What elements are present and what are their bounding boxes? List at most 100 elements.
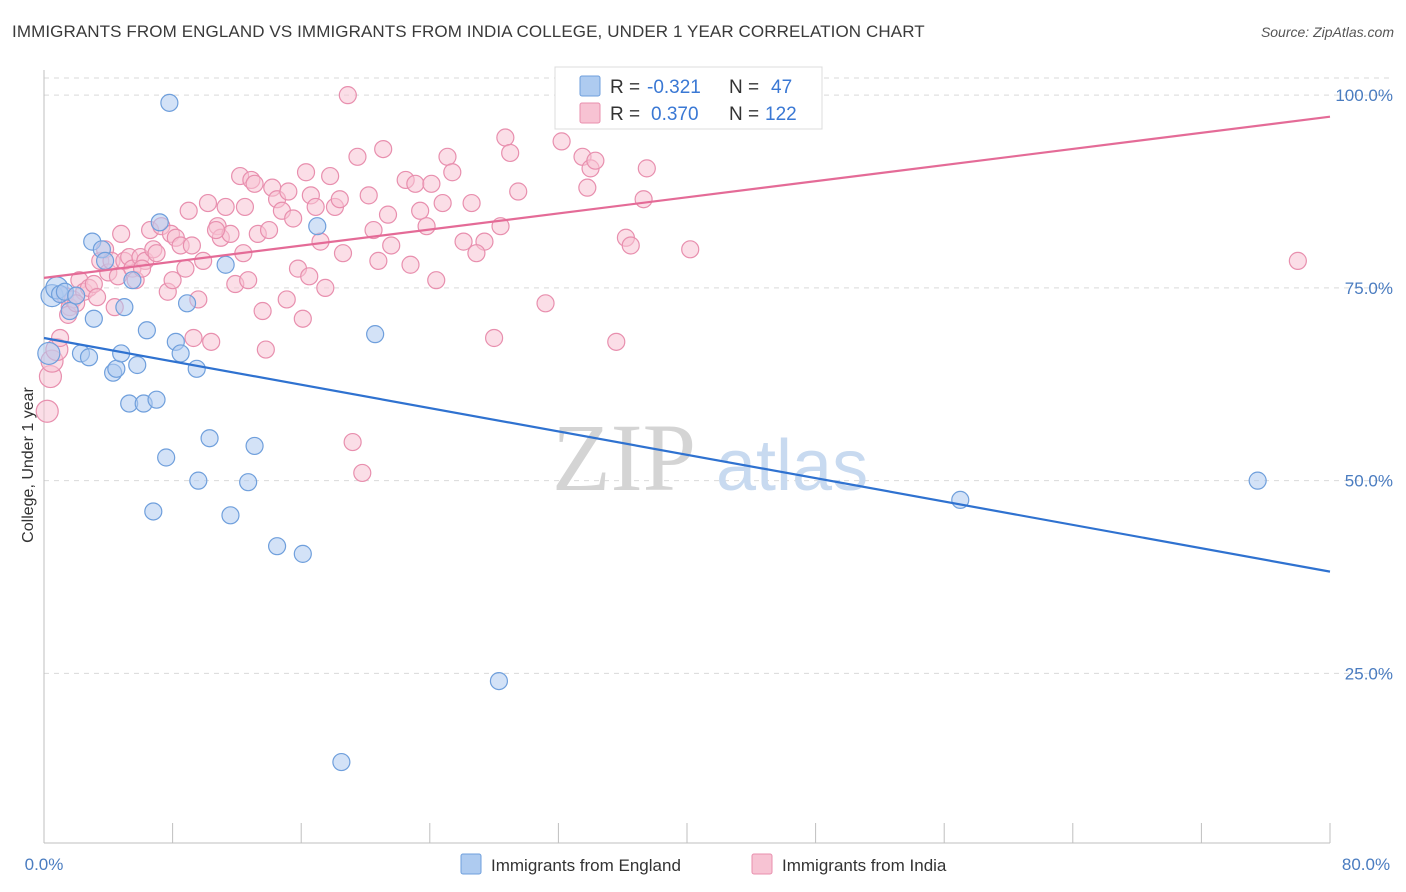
india-n-label: N = xyxy=(729,104,759,125)
india-point-42 xyxy=(216,197,235,217)
trend-lines xyxy=(43,115,1331,573)
legend-india-swatch xyxy=(751,853,773,875)
india-point-81 xyxy=(411,201,430,220)
england-point-41 xyxy=(366,325,385,344)
england-point-30 xyxy=(187,359,206,378)
india-point-85 xyxy=(433,193,452,213)
india-point-79 xyxy=(401,255,420,274)
x-tick-label-min: 0.0% xyxy=(25,855,64,874)
india-point-94 xyxy=(501,143,520,163)
england-point-36 xyxy=(245,436,264,456)
india-point-95 xyxy=(509,182,528,201)
india-point-50 xyxy=(253,301,272,321)
england-swatch-stat xyxy=(579,75,601,97)
england-point-12 xyxy=(95,251,115,270)
y-axis-tick-labels: 25.0% 50.0% 75.0% 100.0% xyxy=(1335,86,1393,683)
england-r-label: R = xyxy=(610,77,640,98)
india-point-76 xyxy=(374,140,393,159)
england-point-45 xyxy=(1248,471,1267,490)
india-point-37 xyxy=(194,251,213,270)
india-point-46 xyxy=(235,197,255,217)
india-point-106 xyxy=(637,159,656,178)
india-point-108 xyxy=(1288,251,1307,270)
england-point-35 xyxy=(239,473,258,492)
england-point-31 xyxy=(189,471,208,490)
y-tick-label-50: 50.0% xyxy=(1345,472,1393,491)
england-point-33 xyxy=(216,255,235,274)
chart-title: IMMIGRANTS FROM ENGLAND VS IMMIGRANTS FR… xyxy=(12,22,925,41)
england-n-value: 47 xyxy=(771,77,792,98)
india-point-38 xyxy=(198,193,218,213)
england-point-39 xyxy=(308,217,327,236)
india-point-65 xyxy=(321,166,340,186)
india-point-0 xyxy=(35,399,59,423)
england-point-22 xyxy=(144,502,163,521)
india-point-59 xyxy=(293,309,312,328)
india-point-102 xyxy=(607,332,626,351)
india-point-121 xyxy=(300,267,319,286)
england-point-18 xyxy=(123,271,142,290)
india-point-71 xyxy=(348,147,367,166)
india-r-label: R = xyxy=(610,104,640,125)
india-n-value: 122 xyxy=(765,104,797,125)
india-point-107 xyxy=(681,240,700,259)
india-point-105 xyxy=(634,190,653,209)
india-point-88 xyxy=(454,232,473,251)
india-point-91 xyxy=(485,328,504,348)
india-point-112 xyxy=(182,236,201,255)
india-point-116 xyxy=(245,174,264,193)
england-point-5 xyxy=(60,301,79,321)
india-point-97 xyxy=(552,132,571,151)
india-point-117 xyxy=(206,220,226,240)
india-point-101 xyxy=(586,151,605,170)
india-point-72 xyxy=(353,463,372,483)
y-tick-label-100: 100.0% xyxy=(1335,86,1393,105)
england-point-42 xyxy=(489,671,509,691)
india-point-115 xyxy=(467,244,486,263)
india-point-35 xyxy=(184,328,203,348)
india-point-60 xyxy=(296,163,316,182)
england-trend-line xyxy=(43,336,1331,573)
india-point-70 xyxy=(343,432,362,452)
india-point-104 xyxy=(621,236,640,255)
england-point-25 xyxy=(157,448,176,467)
x-axis-ticks xyxy=(43,823,1331,843)
england-point-16 xyxy=(115,298,134,317)
india-points xyxy=(35,86,1307,483)
england-point-6 xyxy=(67,286,86,305)
england-point-21 xyxy=(137,321,156,340)
y-tick-label-75: 75.0% xyxy=(1345,279,1393,298)
england-point-34 xyxy=(221,506,240,525)
india-point-68 xyxy=(333,244,353,263)
england-point-19 xyxy=(128,355,147,375)
india-point-18 xyxy=(112,224,131,244)
england-point-29 xyxy=(177,294,197,313)
watermark-atlas: atlas xyxy=(716,426,868,506)
india-point-56 xyxy=(279,182,298,201)
stats-box: R = -0.321 N = 47 R = 0.370 N = 122 xyxy=(554,66,823,130)
y-tick-label-25: 25.0% xyxy=(1345,664,1393,683)
england-point-8 xyxy=(79,348,99,367)
india-point-39 xyxy=(202,332,221,351)
india-point-96 xyxy=(536,294,555,313)
england-point-37 xyxy=(267,537,287,556)
india-point-114 xyxy=(382,236,401,255)
england-point-0 xyxy=(37,341,61,366)
england-point-28 xyxy=(171,344,190,363)
india-point-51 xyxy=(256,340,275,359)
england-n-label: N = xyxy=(729,77,759,98)
india-point-62 xyxy=(306,197,325,217)
india-point-77 xyxy=(378,205,398,224)
india-trend-line xyxy=(43,115,1331,279)
india-point-64 xyxy=(316,278,335,297)
watermark-zip: ZIP xyxy=(552,404,696,511)
england-point-32 xyxy=(200,429,219,448)
england-point-9 xyxy=(84,309,103,328)
india-point-57 xyxy=(284,209,303,228)
india-point-74 xyxy=(364,220,383,240)
india-point-69 xyxy=(338,86,357,105)
india-point-34 xyxy=(179,201,198,220)
india-point-89 xyxy=(462,193,481,213)
legend: Immigrants from England Immigrants from … xyxy=(460,853,947,875)
